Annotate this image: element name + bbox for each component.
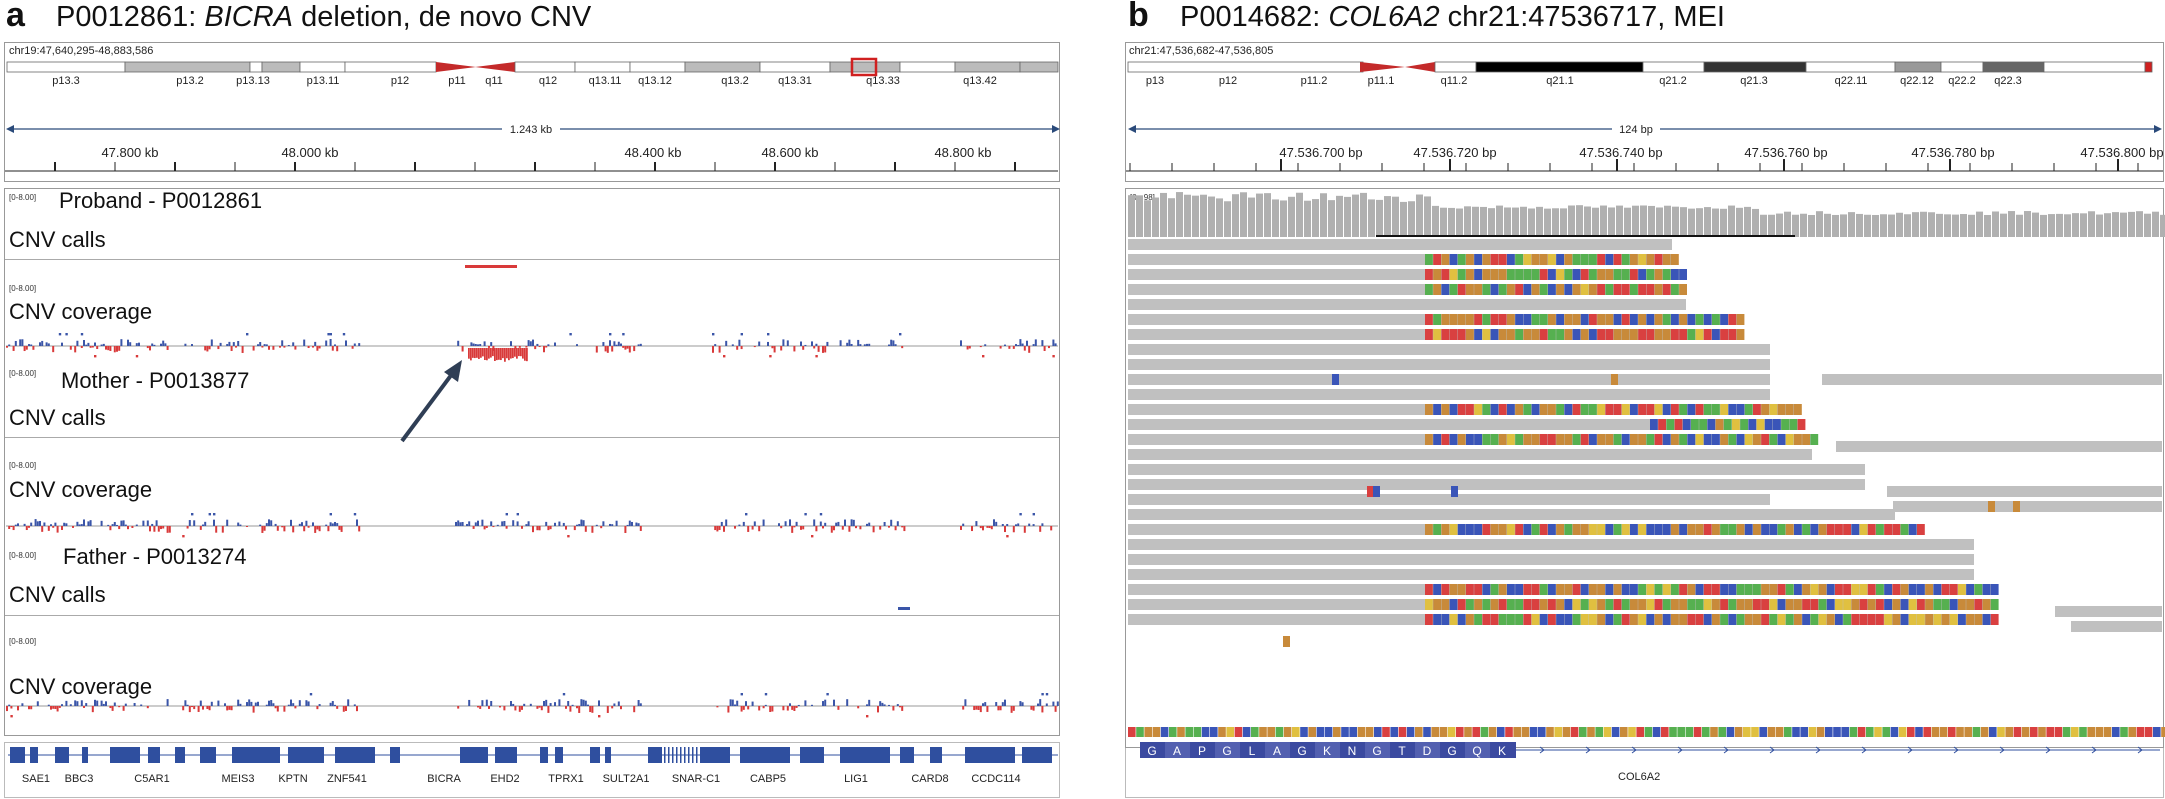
locus-text[interactable]: chr19:47,640,295-48,883,586 — [9, 45, 154, 57]
cnv-calls-label: CNV calls — [9, 227, 106, 252]
locus-text[interactable]: chr21:47,536,682-47,536,805 — [1129, 45, 1274, 57]
panel-a-label: a — [6, 0, 25, 34]
cnv-coverage-label: CNV coverage — [9, 477, 153, 502]
range-label: [0-8.00] — [9, 637, 37, 646]
panel-b-gene-track: COL6A2 — [1125, 748, 2164, 798]
range-label: [0-8.00] — [9, 369, 37, 378]
range-label: [0-8.00] — [9, 284, 37, 293]
panel-b-reads: [0 - 98] — [1125, 188, 2164, 748]
track-divider — [5, 259, 1059, 260]
father-label: Father - P0013274 — [63, 544, 247, 569]
panel-b-label: b — [1128, 0, 1149, 34]
panel-a-title: P0012861: BICRA deletion, de novo CNV — [56, 1, 592, 33]
cnv-calls-label: CNV calls — [9, 405, 106, 430]
range-label: [0-8.00] — [9, 551, 37, 560]
panel-a-tracks: [0-8.00] Proband - P0012861 CNV calls [0… — [4, 188, 1060, 736]
gene-label[interactable]: COL6A2 — [1618, 771, 1661, 783]
range-label: [0-8.00] — [9, 193, 37, 202]
coverage-range-label: [0 - 98] — [1130, 193, 1155, 202]
cnv-coverage-label: CNV coverage — [9, 299, 153, 324]
track-divider — [5, 615, 1059, 616]
panel-b-header: chr21:47,536,682-47,536,805 — [1125, 42, 2164, 182]
range-label: [0-8.00] — [9, 461, 37, 470]
panel-b-title: P0014682: COL6A2 chr21:47536717, MEI — [1180, 1, 1725, 33]
proband-label: Proband - P0012861 — [59, 188, 263, 213]
panel-a-gene-track — [4, 742, 1060, 798]
cnv-coverage-label: CNV coverage — [9, 674, 153, 699]
cnv-calls-label: CNV calls — [9, 582, 106, 607]
mother-label: Mother - P0013877 — [61, 368, 250, 393]
track-divider — [5, 437, 1059, 438]
